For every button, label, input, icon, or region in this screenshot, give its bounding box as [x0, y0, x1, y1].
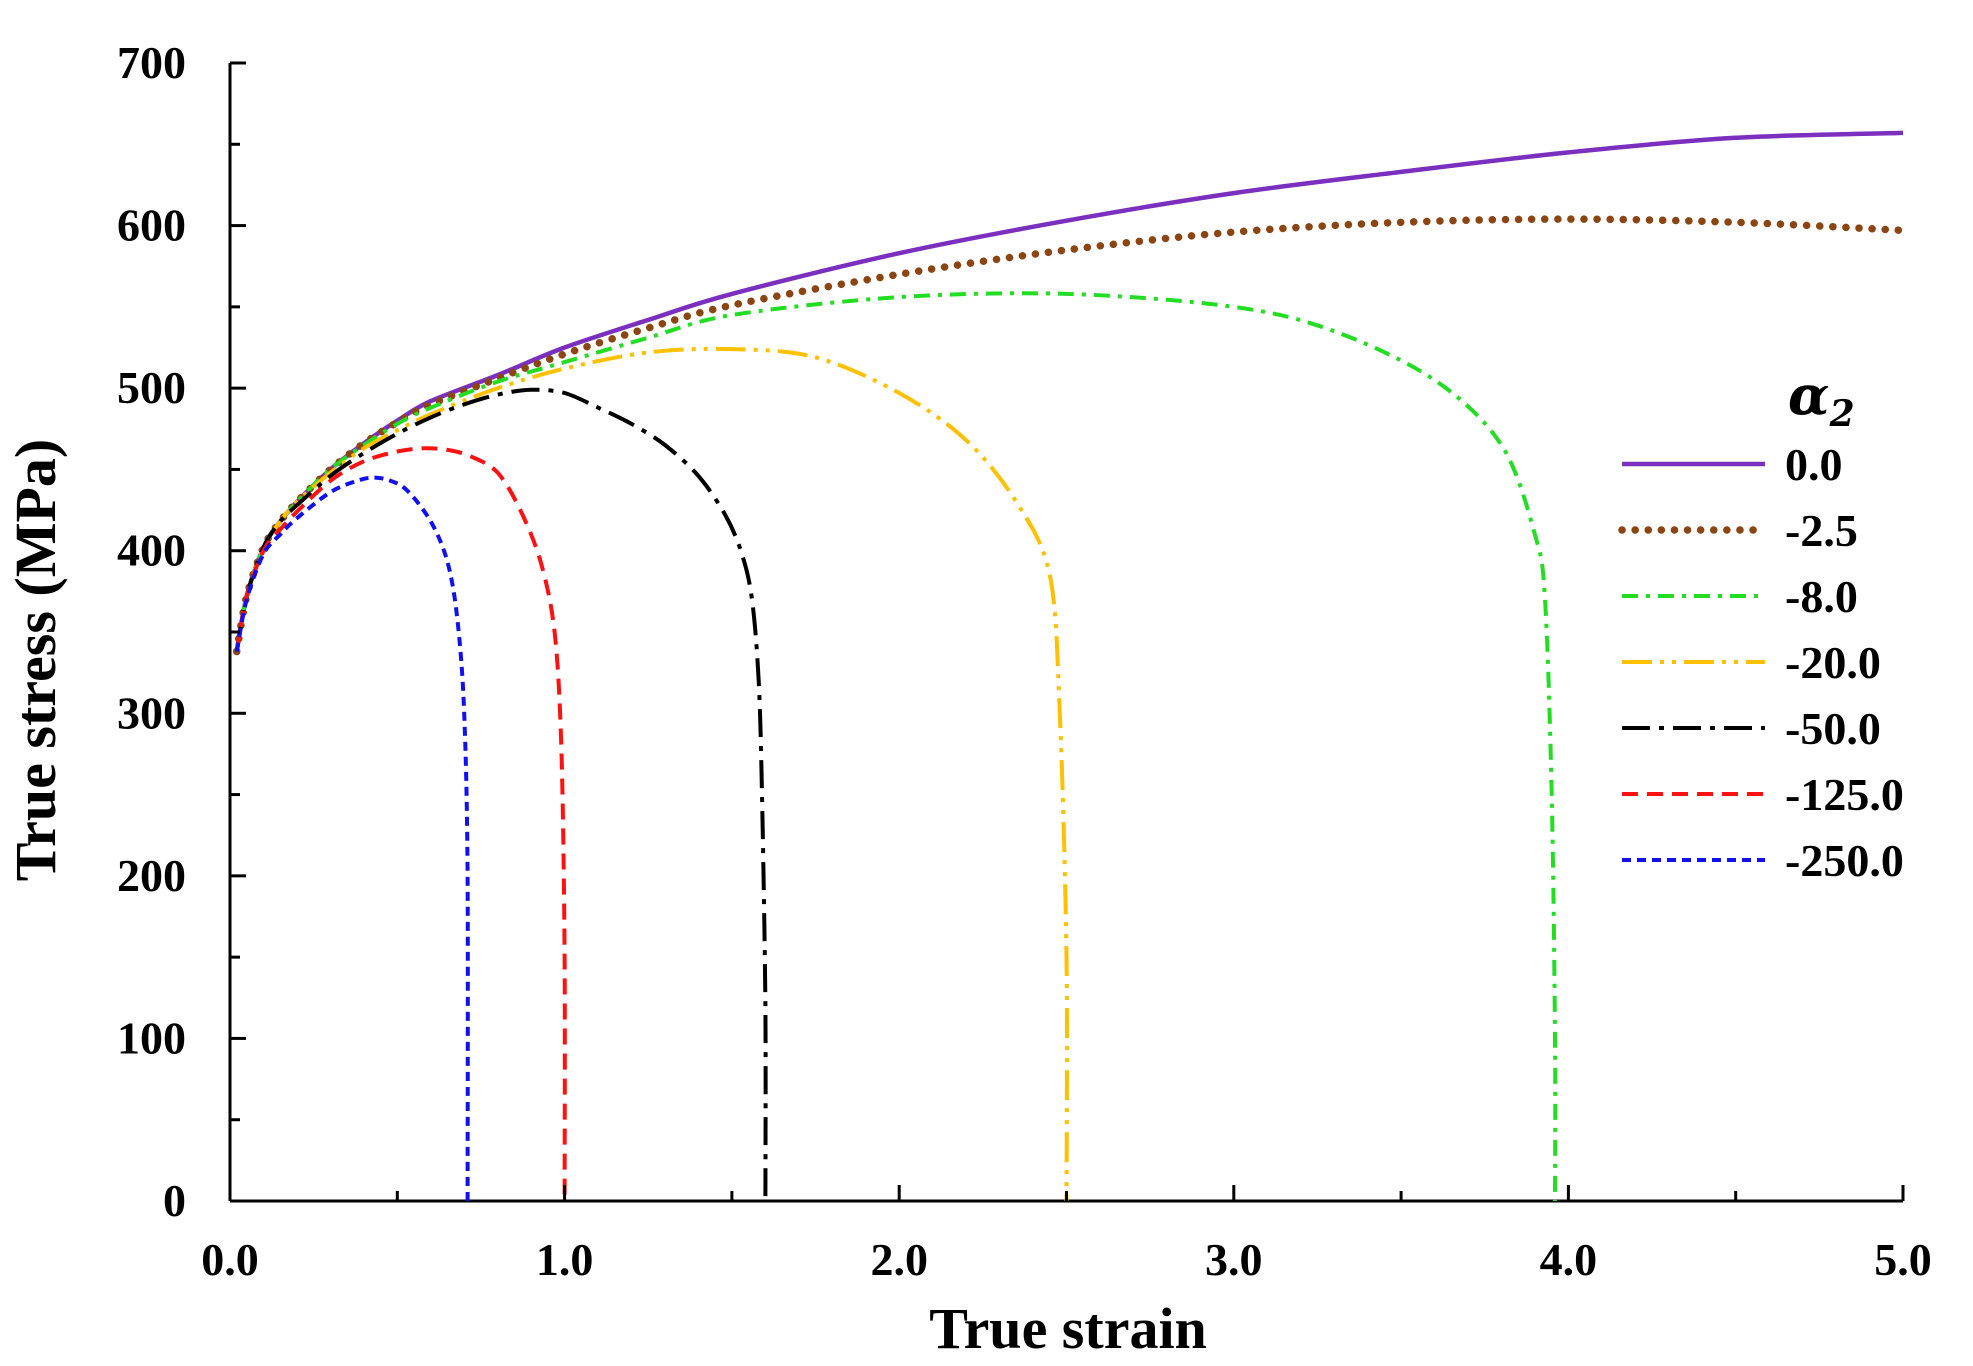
legend-title-symbol: α — [1788, 363, 1830, 427]
series-line-5 — [234, 446, 567, 1202]
y-tick-label: 400 — [117, 525, 186, 576]
x-tick-label: 3.0 — [1205, 1234, 1263, 1285]
legend: α2 0.0 -2.5 -8.0 -20.0 -50.0 -125.0 -250.0 — [1618, 363, 1904, 886]
series-line-2 — [234, 291, 1558, 1202]
legend-label: -125.0 — [1785, 769, 1904, 820]
legend-title-subscript: 2 — [1829, 393, 1855, 435]
series-line-4 — [234, 387, 768, 1202]
y-tick-label: 500 — [117, 362, 186, 413]
x-tick-label: 1.0 — [536, 1234, 594, 1285]
x-axis-title: True strain — [929, 1296, 1207, 1361]
legend-label: -250.0 — [1785, 835, 1904, 886]
x-tick-label: 4.0 — [1540, 1234, 1598, 1285]
legend-items: 0.0 -2.5 -8.0 -20.0 -50.0 -125.0 -250.0 — [1618, 439, 1904, 886]
series-line-6 — [234, 475, 470, 1202]
series-layer — [232, 130, 1907, 1202]
x-tick-label: 2.0 — [870, 1234, 928, 1285]
y-tick-label: 300 — [117, 687, 186, 738]
y-tick-label: 0 — [163, 1175, 186, 1226]
legend-label: -20.0 — [1785, 637, 1881, 688]
y-tick-label: 200 — [117, 850, 186, 901]
series-line-1 — [232, 215, 1907, 656]
legend-label: -2.5 — [1785, 505, 1858, 556]
y-axis-title: True stress (MPa) — [3, 439, 68, 881]
legend-title: α2 — [1788, 363, 1855, 435]
y-tick-label: 100 — [117, 1012, 186, 1063]
y-tick-label: 600 — [117, 200, 186, 251]
legend-label: 0.0 — [1785, 439, 1843, 490]
x-tick-label: 0.0 — [201, 1234, 259, 1285]
ticks-layer: 0.0 1.0 2.0 3.0 4.0 5.0 0 100 200 300 400 500 600 700 — [117, 37, 1932, 1285]
legend-label: -50.0 — [1785, 703, 1881, 754]
x-tick-label: 5.0 — [1874, 1234, 1932, 1285]
series-line-3 — [234, 346, 1069, 1202]
legend-label: -8.0 — [1785, 571, 1858, 622]
y-tick-label: 700 — [117, 37, 186, 88]
